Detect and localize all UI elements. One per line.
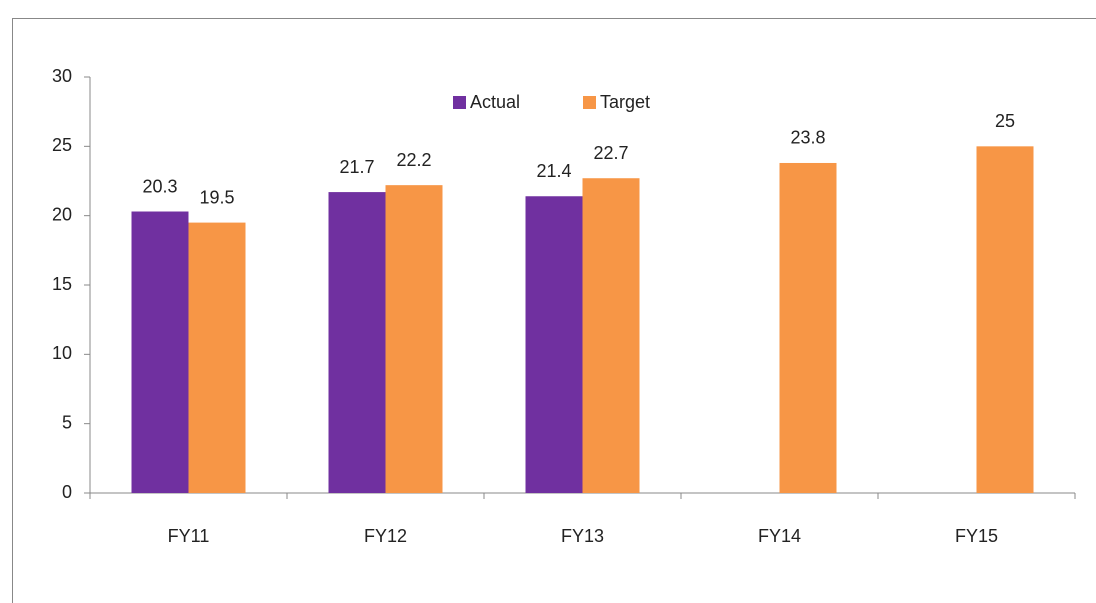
bar: [188, 222, 246, 493]
x-tick-label: FY13: [561, 526, 604, 546]
bar: [976, 146, 1034, 494]
data-label: 23.8: [790, 128, 825, 148]
data-label: 21.4: [536, 161, 571, 181]
y-tick-label: 5: [62, 412, 72, 432]
bar: [779, 162, 837, 493]
bar: [131, 211, 189, 494]
bar: [328, 192, 386, 494]
y-tick-label: 0: [62, 482, 72, 502]
data-label: 25: [995, 111, 1015, 131]
bar: [385, 185, 443, 493]
y-tick-label: 20: [52, 204, 72, 224]
legend-swatch: [453, 96, 466, 109]
data-label: 20.3: [142, 176, 177, 196]
x-tick-label: FY12: [364, 526, 407, 546]
x-tick-label: FY15: [955, 526, 998, 546]
y-tick-label: 15: [52, 274, 72, 294]
y-tick-label: 25: [52, 135, 72, 155]
legend-swatch: [583, 96, 596, 109]
bar: [525, 196, 583, 493]
x-tick-label: FY11: [168, 526, 210, 546]
legend-label: Actual: [470, 92, 520, 112]
data-label: 22.7: [593, 143, 628, 163]
y-tick-label: 10: [52, 343, 72, 363]
data-label: 19.5: [199, 187, 234, 207]
bar: [582, 178, 640, 493]
data-label: 21.7: [339, 157, 374, 177]
data-label: 22.2: [396, 150, 431, 170]
legend-label: Target: [600, 92, 650, 112]
x-tick-label: FY14: [758, 526, 801, 546]
y-tick-label: 30: [52, 66, 72, 86]
